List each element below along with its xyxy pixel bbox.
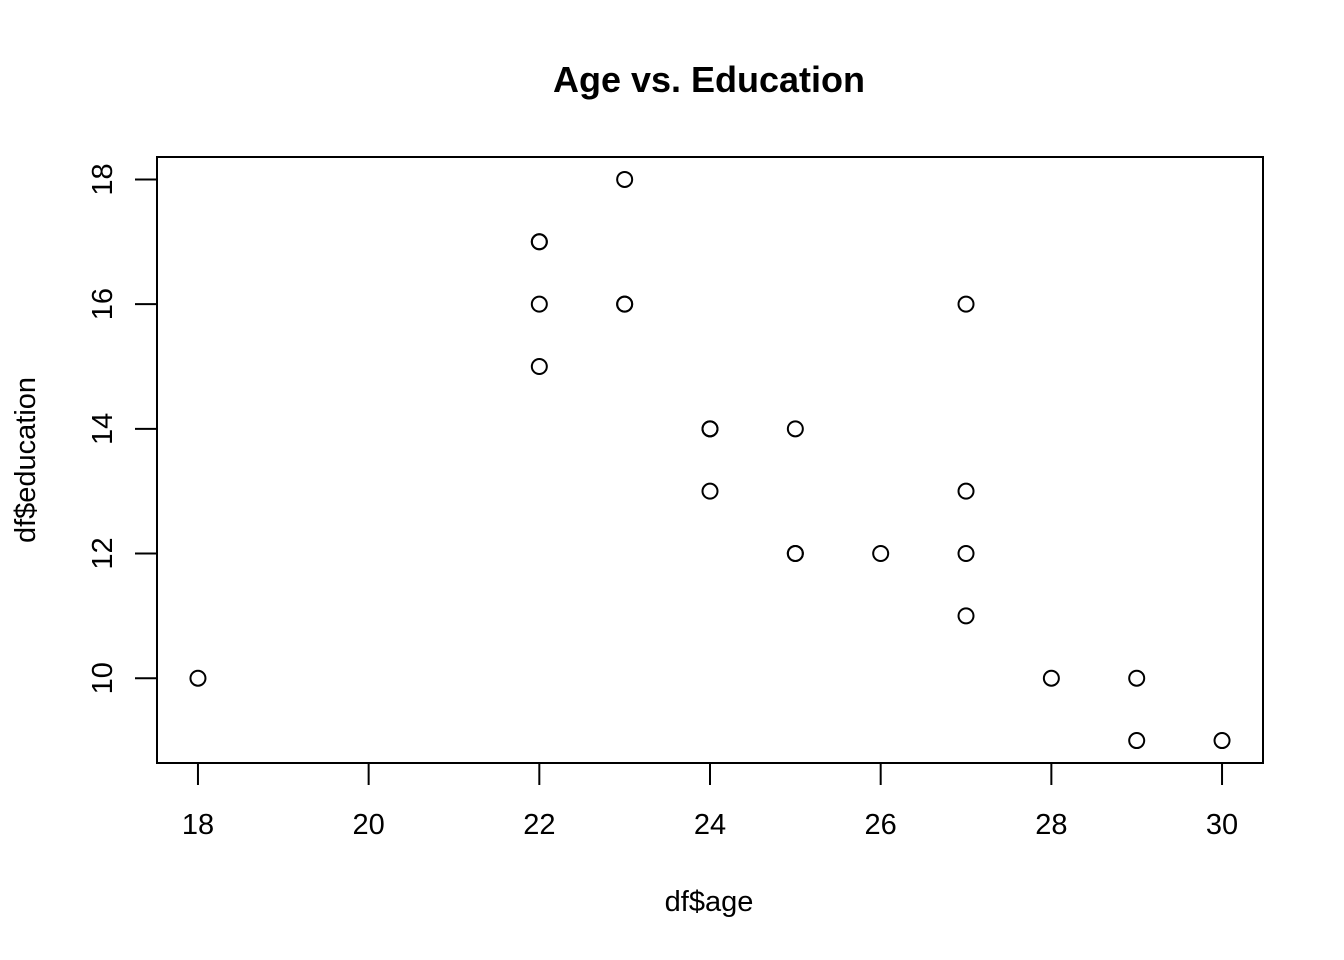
data-point — [872, 545, 890, 563]
data-point — [786, 545, 804, 563]
data-point — [701, 420, 719, 438]
data-point — [1128, 669, 1146, 687]
data-point — [189, 669, 207, 687]
x-tick-label: 20 — [353, 809, 385, 841]
x-axis: 18 20 22 24 26 28 30 — [182, 762, 1238, 841]
y-tick-label: 18 — [87, 163, 119, 195]
data-point — [701, 482, 719, 500]
data-point — [530, 357, 548, 375]
x-tick-label: 30 — [1206, 809, 1238, 841]
x-tick-label: 22 — [523, 809, 555, 841]
data-point — [616, 295, 634, 313]
data-point — [957, 607, 975, 625]
plot-frame — [156, 156, 1264, 764]
x-tick-label: 26 — [865, 809, 897, 841]
data-point — [786, 420, 804, 438]
data-point — [957, 482, 975, 500]
x-tick-label: 24 — [694, 809, 726, 841]
data-point — [1042, 669, 1060, 687]
x-tick-label: 28 — [1035, 809, 1067, 841]
y-tick-label: 10 — [87, 662, 119, 694]
y-tick-label: 12 — [87, 537, 119, 569]
x-tick-label: 18 — [182, 809, 214, 841]
y-tick-label: 16 — [87, 288, 119, 320]
y-tick-label: 14 — [87, 413, 119, 445]
y-axis-label: df$education — [10, 377, 42, 543]
data-point — [1213, 732, 1231, 750]
data-point — [616, 170, 634, 188]
data-point — [530, 295, 548, 313]
data-point — [530, 233, 548, 251]
chart-title: Age vs. Education — [553, 59, 865, 100]
data-points — [189, 170, 1231, 750]
y-axis: 10 12 14 16 18 — [87, 163, 158, 694]
data-point — [957, 545, 975, 563]
x-axis-label: df$age — [665, 886, 754, 918]
data-point — [957, 295, 975, 313]
data-point — [1128, 732, 1146, 750]
